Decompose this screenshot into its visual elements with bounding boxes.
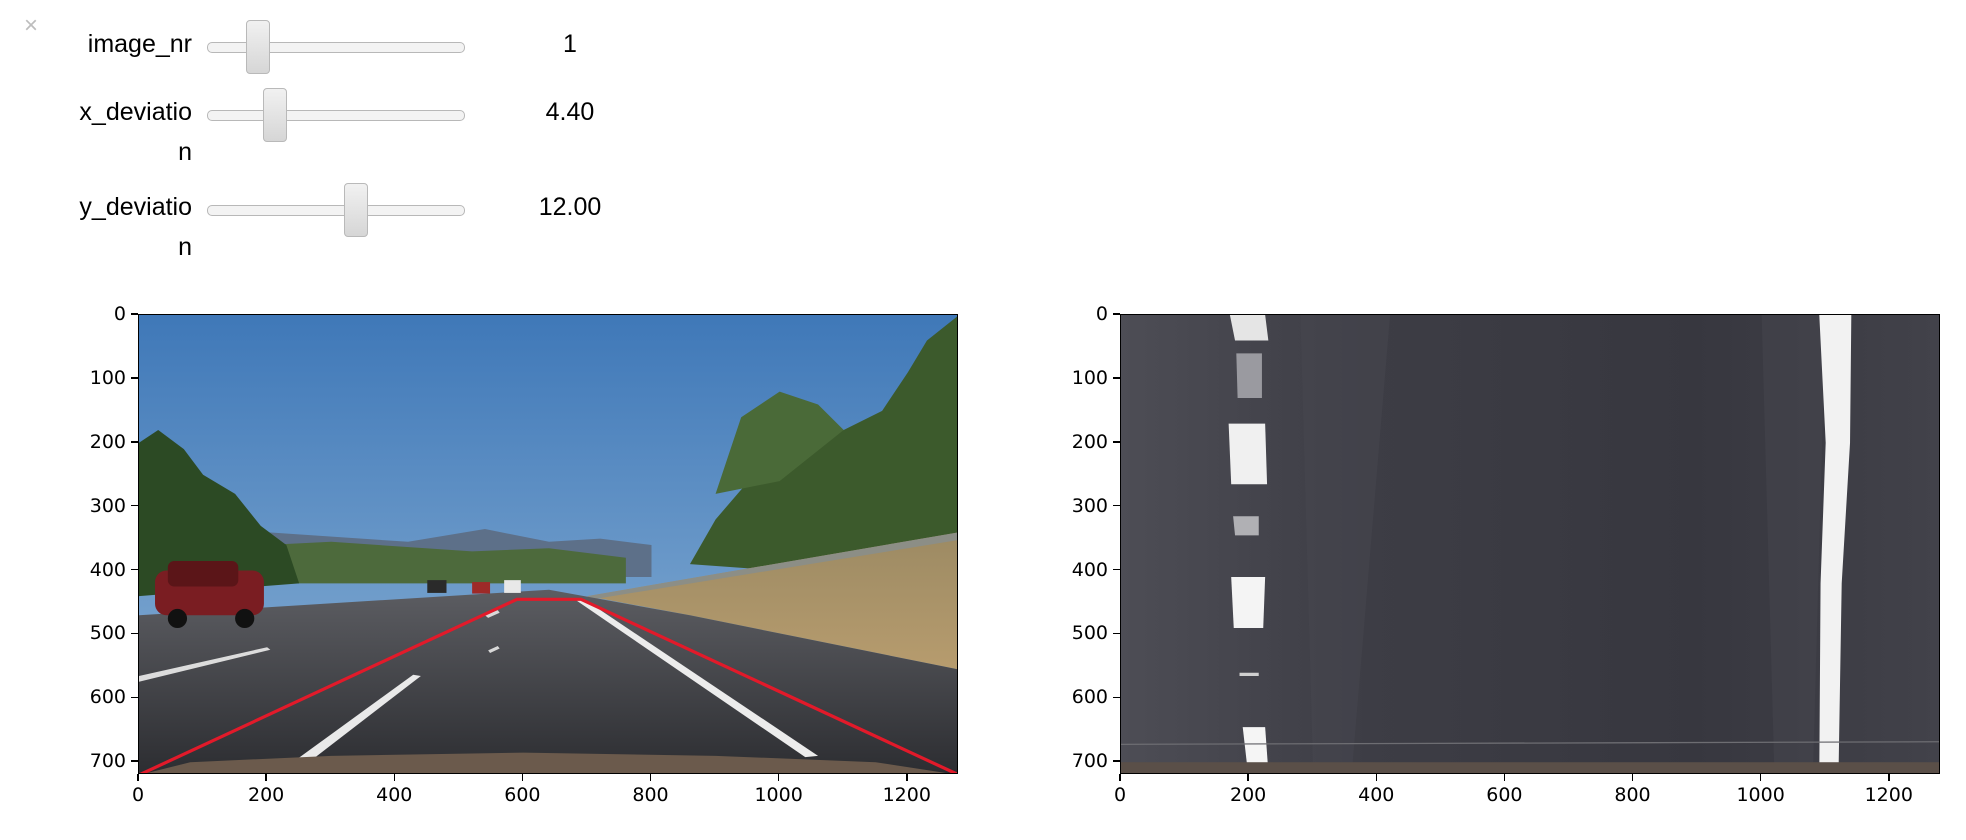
y-tick-label: 600 [89, 686, 126, 709]
y-tick [1113, 377, 1120, 379]
slider-track[interactable] [207, 110, 465, 121]
x-tick [265, 774, 267, 781]
y-tick-label: 200 [1071, 430, 1108, 453]
slider-label: x_deviatio n [79, 98, 192, 166]
y-tick-label: 300 [89, 494, 126, 517]
y-tick [1113, 504, 1120, 507]
slider-handle[interactable] [246, 20, 271, 74]
y-tick [131, 696, 138, 699]
slider-label: y_deviatio n [79, 193, 192, 261]
x-tick-label: 400 [1358, 784, 1395, 806]
y-tick [131, 632, 138, 635]
x-tick-label: 600 [1486, 784, 1523, 806]
roi-polygon [139, 597, 957, 773]
y-tick-label: 700 [1071, 750, 1108, 773]
y-tick [1113, 696, 1120, 699]
y-tick [1113, 632, 1120, 635]
x-tick-label: 400 [376, 784, 413, 806]
x-tick [1247, 774, 1249, 781]
plot-birds-eye-warped-image: 0 200 400 600 800 1000 1200 0 100 200 300 400 500 600… [1072, 303, 1940, 806]
x-tick-label: 200 [247, 784, 285, 806]
slider-row-image-nr: image_nr 1 [0, 20, 700, 82]
slider-track[interactable] [207, 42, 465, 53]
y-tick [131, 568, 138, 571]
plot-original-road-image: 0 200 400 600 800 1000 1200 0 100 200 300 400 500 600… [90, 303, 958, 806]
y-tick-label: 500 [1071, 622, 1108, 645]
y-tick [131, 504, 138, 507]
x-tick [906, 774, 908, 781]
x-tick-label: 1000 [754, 784, 803, 806]
x-tick-label: 600 [504, 784, 541, 806]
y-tick-label: 700 [89, 750, 126, 773]
x-tick [521, 774, 524, 781]
y-tick-label: 300 [1071, 494, 1108, 517]
y-tick [1113, 313, 1120, 315]
y-tick-label: 400 [89, 558, 126, 581]
x-tick [393, 774, 395, 781]
slider-value: 1 [563, 30, 577, 58]
y-tick-label: 600 [1071, 686, 1108, 709]
x-tick-label: 800 [1614, 784, 1651, 806]
y-tick [1113, 441, 1120, 443]
y-tick [131, 313, 138, 315]
x-tick-label: 800 [632, 784, 669, 806]
y-tick [131, 377, 138, 379]
y-tick-label: 100 [1071, 366, 1108, 389]
slider-value: 12.00 [538, 193, 602, 221]
slider-row-x-deviation: x_deviatio n 4.40 [0, 88, 700, 170]
x-tick [137, 774, 139, 781]
x-tick [777, 774, 780, 781]
x-tick-label: 1200 [1864, 784, 1913, 806]
x-tick-label: 200 [1229, 784, 1267, 806]
x-tick [1759, 774, 1762, 781]
image-area [138, 314, 958, 774]
image-area [1120, 314, 1940, 774]
x-tick-label: 1000 [1736, 784, 1785, 806]
x-tick [1503, 774, 1506, 781]
slider-handle[interactable] [262, 88, 287, 142]
y-tick-label: 500 [89, 622, 126, 645]
x-tick [1119, 774, 1121, 781]
road-scene-image [139, 315, 957, 773]
y-tick [1113, 568, 1120, 571]
y-tick-label: 200 [89, 430, 126, 453]
slider-label: image_nr [87, 30, 192, 58]
y-tick [131, 441, 138, 443]
x-tick-label: 0 [131, 784, 145, 806]
slider-track[interactable] [207, 205, 465, 216]
close-icon[interactable]: × [24, 12, 39, 39]
x-tick [1888, 774, 1890, 781]
slider-row-y-deviation: y_deviatio n 12.00 [0, 183, 700, 265]
warped-road-image [1121, 315, 1939, 773]
y-tick [131, 760, 138, 762]
x-tick-label: 0 [1113, 784, 1127, 806]
x-tick [1631, 774, 1634, 781]
slider-handle[interactable] [343, 183, 368, 237]
x-tick [1375, 774, 1377, 781]
x-tick [649, 774, 652, 781]
y-tick-label: 0 [113, 303, 126, 325]
y-tick-label: 400 [1071, 558, 1108, 581]
slider-value: 4.40 [545, 98, 595, 126]
y-tick-label: 0 [1095, 303, 1108, 325]
y-tick [1113, 760, 1120, 762]
y-tick-label: 100 [89, 366, 126, 389]
x-tick-label: 1200 [882, 784, 931, 806]
